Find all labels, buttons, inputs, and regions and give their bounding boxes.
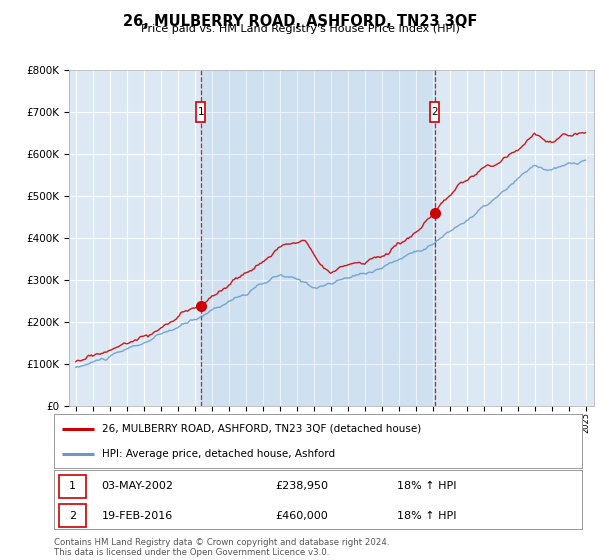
- Text: HPI: Average price, detached house, Ashford: HPI: Average price, detached house, Ashf…: [101, 449, 335, 459]
- Text: 1: 1: [197, 107, 204, 117]
- FancyBboxPatch shape: [59, 504, 86, 528]
- Text: 03-MAY-2002: 03-MAY-2002: [101, 481, 173, 491]
- Bar: [200, 70, 434, 406]
- FancyBboxPatch shape: [430, 102, 439, 122]
- Text: 18% ↑ HPI: 18% ↑ HPI: [397, 481, 457, 491]
- Text: 26, MULBERRY ROAD, ASHFORD, TN23 3QF: 26, MULBERRY ROAD, ASHFORD, TN23 3QF: [123, 14, 477, 29]
- Text: 26, MULBERRY ROAD, ASHFORD, TN23 3QF (detached house): 26, MULBERRY ROAD, ASHFORD, TN23 3QF (de…: [101, 424, 421, 434]
- Text: 2: 2: [431, 107, 438, 117]
- FancyBboxPatch shape: [59, 474, 86, 498]
- FancyBboxPatch shape: [196, 102, 205, 122]
- Text: 1: 1: [69, 481, 76, 491]
- Text: 18% ↑ HPI: 18% ↑ HPI: [397, 511, 457, 521]
- Text: 19-FEB-2016: 19-FEB-2016: [101, 511, 173, 521]
- Text: £460,000: £460,000: [276, 511, 329, 521]
- Text: £238,950: £238,950: [276, 481, 329, 491]
- Text: Contains HM Land Registry data © Crown copyright and database right 2024.
This d: Contains HM Land Registry data © Crown c…: [54, 538, 389, 557]
- Text: Price paid vs. HM Land Registry's House Price Index (HPI): Price paid vs. HM Land Registry's House …: [140, 24, 460, 34]
- Text: 2: 2: [69, 511, 76, 521]
